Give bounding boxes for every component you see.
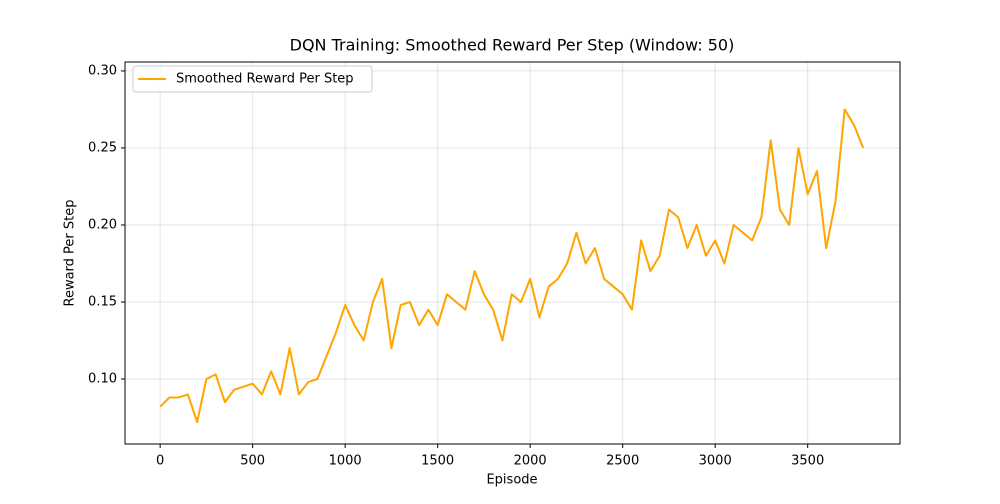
x-tick-label: 3500 [791, 454, 824, 469]
chart-title: DQN Training: Smoothed Reward Per Step (… [290, 36, 735, 55]
x-tick-label: 0 [156, 454, 164, 469]
data-line [159, 108, 865, 424]
x-tick-label: 3000 [699, 454, 732, 469]
y-tick-label: 0.30 [88, 63, 117, 78]
y-tick-label: 0.20 [88, 217, 117, 232]
y-tick-label: 0.15 [88, 294, 117, 309]
x-axis-label: Episode [486, 473, 537, 488]
x-tick-label: 2500 [606, 454, 639, 469]
y-tick-label: 0.10 [88, 371, 117, 386]
legend-label: Smoothed Reward Per Step [176, 72, 354, 87]
x-tick-label: 500 [240, 454, 265, 469]
y-tick-label: 0.25 [88, 140, 117, 155]
legend-box [132, 65, 373, 93]
plot-frame [124, 61, 901, 445]
y-axis-label: Reward Per Step [63, 200, 78, 307]
x-tick-label: 2000 [514, 454, 547, 469]
x-tick-label: 1000 [329, 454, 362, 469]
x-tick-label: 1500 [421, 454, 454, 469]
